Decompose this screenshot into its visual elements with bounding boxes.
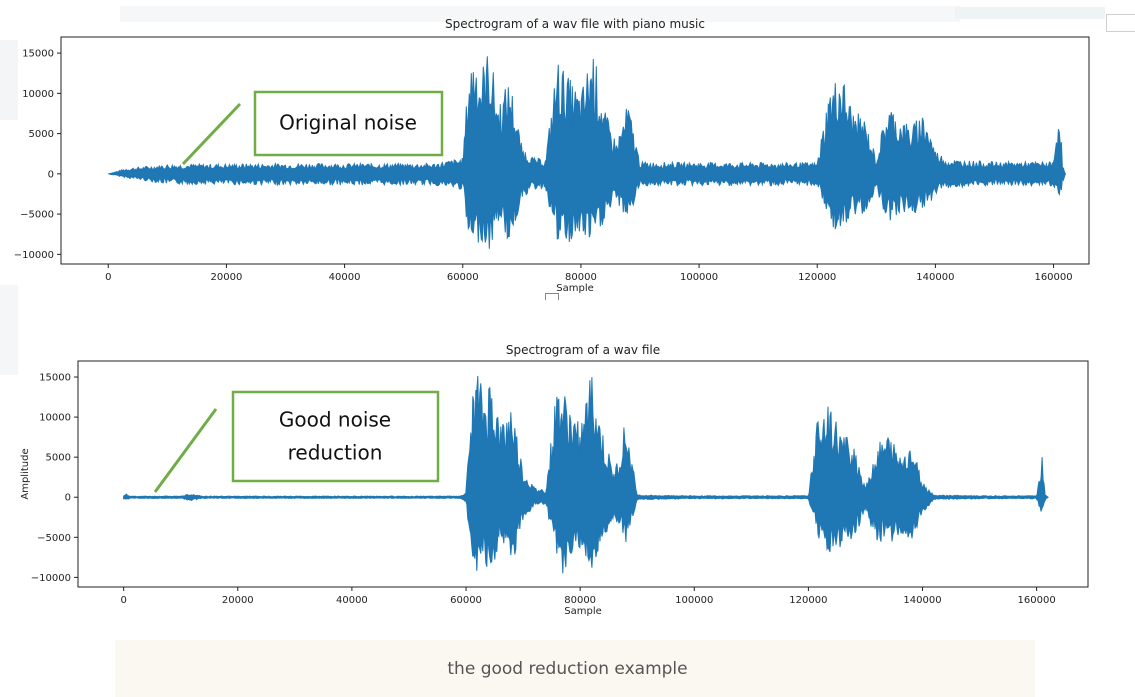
background-strip (120, 6, 960, 22)
annotation-box (253, 90, 444, 157)
x-tick-label: 0 (105, 272, 111, 283)
y-axis-label: Amplitude (20, 448, 31, 499)
annotation-box (231, 390, 440, 483)
y-tick-label: 10000 (39, 413, 71, 424)
x-tick-label: 120000 (798, 272, 836, 283)
x-tick-label: 140000 (916, 272, 954, 283)
image-caption: the good reduction example (447, 659, 688, 679)
annotation-text: Original noise (279, 111, 417, 135)
chart-title: Spectrogram of a wav file (506, 343, 660, 357)
y-tick-label: −10000 (31, 573, 71, 584)
x-tick-label: 60000 (450, 595, 482, 606)
background-strip (115, 640, 1035, 697)
x-tick-label: 100000 (675, 595, 713, 606)
x-axis-label: Sample (556, 283, 594, 294)
y-tick-label: −5000 (20, 210, 54, 221)
y-tick-label: 15000 (39, 373, 71, 384)
resize-handle[interactable] (545, 293, 559, 300)
x-tick-label: 160000 (1018, 595, 1056, 606)
y-tick-label: 5000 (29, 129, 54, 140)
annotation-text: Good noise (279, 408, 391, 432)
y-tick-label: 0 (48, 169, 54, 180)
y-tick-label: 5000 (46, 453, 71, 464)
plot-frame (60, 36, 1090, 265)
chart-good-noise-reduction: Spectrogram of a wav file 0 20000 40000 600… (20, 343, 1089, 617)
x-tick-label: 60000 (447, 272, 479, 283)
x-tick-label: 20000 (211, 272, 243, 283)
x-tick-label: 140000 (903, 595, 941, 606)
background-strip (0, 285, 18, 375)
y-tick-label: 10000 (22, 89, 54, 100)
x-tick-label: 40000 (336, 595, 368, 606)
x-axis-label: Sample (564, 606, 602, 617)
x-tick-label: 0 (120, 595, 126, 606)
x-tick-label: 80000 (564, 595, 596, 606)
x-tick-label: 40000 (329, 272, 361, 283)
chart-original-noise: Spectrogram of a wav file with piano mus… (14, 17, 1090, 294)
background-strip (0, 40, 18, 120)
annotation-text: reduction (288, 441, 383, 465)
y-tick-label: −5000 (37, 533, 71, 544)
y-tick-label: 15000 (22, 49, 54, 60)
x-tick-label: 20000 (222, 595, 254, 606)
x-tick-label: 80000 (565, 272, 597, 283)
background-strip (955, 7, 1105, 19)
annotation-pointer (153, 408, 218, 493)
waveform-series (123, 375, 1049, 574)
x-tick-label: 120000 (789, 595, 827, 606)
y-tick-label: 0 (65, 493, 71, 504)
chart-title: Spectrogram of a wav file with piano mus… (445, 17, 705, 31)
annotation-pointer (181, 102, 242, 166)
plot-frame (77, 360, 1089, 588)
waveform-series (108, 56, 1066, 249)
x-tick-label: 100000 (680, 272, 718, 283)
x-tick-label: 160000 (1034, 272, 1072, 283)
window-corner (1106, 14, 1135, 32)
y-tick-label: −10000 (14, 250, 54, 261)
